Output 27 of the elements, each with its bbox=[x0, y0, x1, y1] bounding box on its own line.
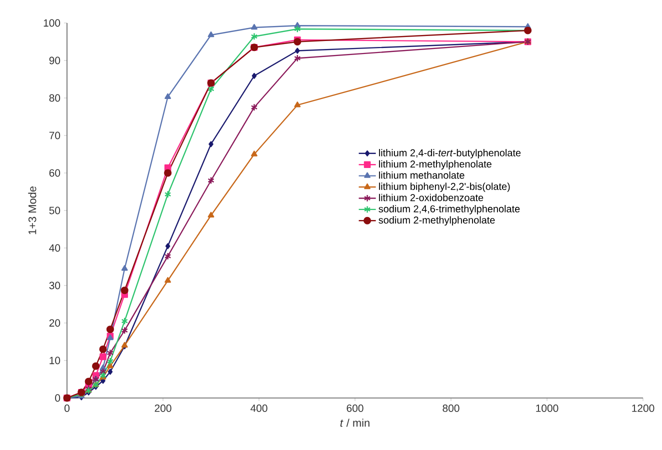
y-axis-title: 1+3 Mode bbox=[28, 186, 36, 234]
x-tick-label: 1000 bbox=[536, 404, 558, 412]
y-tick-label: 40 bbox=[49, 244, 60, 252]
x-tick-label: 1200 bbox=[632, 404, 654, 412]
y-tick-label: 80 bbox=[49, 94, 60, 102]
x-tick-label: 400 bbox=[250, 404, 268, 412]
x-tick-label: 800 bbox=[442, 404, 460, 412]
y-tick-label: 60 bbox=[49, 169, 60, 177]
legend-label: lithium 2,4-di-tert-butylphenolate bbox=[379, 149, 521, 158]
legend-label: lithium 2-oxidobenzoate bbox=[379, 194, 484, 202]
legend-label: sodium 2,4,6-trimethylphenolate bbox=[378, 205, 520, 214]
y-tick-label: 10 bbox=[50, 356, 60, 364]
y-tick-label: 20 bbox=[49, 319, 60, 327]
y-tick-label: 50 bbox=[49, 206, 60, 214]
y-tick-label: 30 bbox=[49, 282, 60, 290]
y-tick-label: 0 bbox=[55, 394, 60, 402]
y-tick-label: 100 bbox=[44, 19, 60, 27]
x-tick-label: 0 bbox=[64, 404, 70, 412]
legend-label: sodium 2-methylphenolate bbox=[378, 216, 495, 226]
legend-label: lithium methanolate bbox=[379, 171, 464, 179]
y-tick-label: 70 bbox=[49, 132, 60, 140]
legend-label: lithium 2-methylphenolate bbox=[379, 160, 492, 170]
legend-label: lithium biphenyl-2,2'-bis(olate) bbox=[379, 182, 510, 192]
x-tick-label: 200 bbox=[154, 404, 172, 412]
x-tick-label: 600 bbox=[346, 404, 364, 412]
x-axis-title: t / min bbox=[340, 418, 370, 427]
y-tick-label: 90 bbox=[49, 56, 60, 64]
